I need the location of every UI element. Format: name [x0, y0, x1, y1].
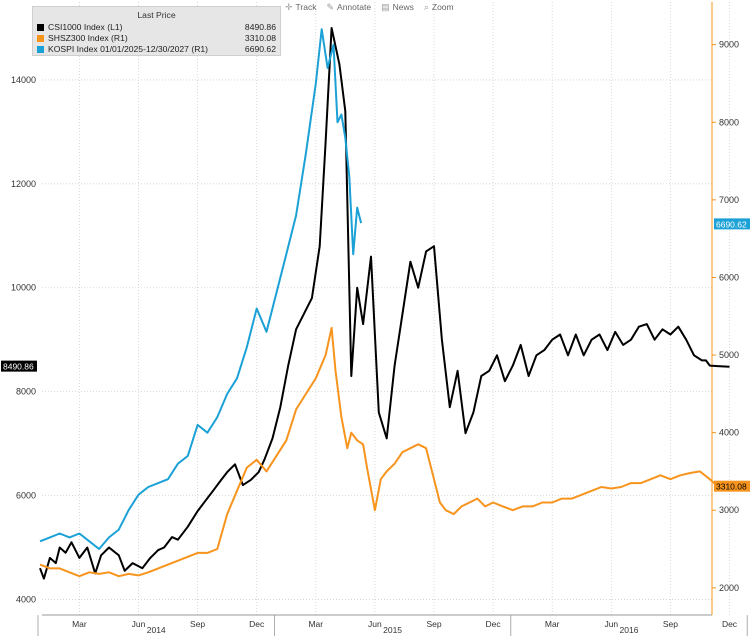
zoom-button[interactable]: ⌕ Zoom: [424, 2, 454, 13]
legend-swatch: [37, 34, 44, 42]
year-label: 2016: [620, 625, 639, 635]
x-tick-label: Jun: [132, 619, 146, 629]
legend-entry-shsz300[interactable]: SHSZ300 Index (R1) 3310.08: [37, 33, 276, 43]
legend-label: CSI1000 Index (L1): [48, 22, 123, 32]
x-tick-label: Mar: [72, 619, 87, 629]
right-tick-label: 8000: [719, 117, 739, 127]
track-label: Track: [295, 2, 317, 12]
last-value-tags: 8490.86 3310.08 6690.62: [1, 218, 750, 492]
legend-last-price: 8490.86: [244, 22, 276, 32]
x-tick-label: Dec: [486, 619, 502, 629]
grid-lines: [42, 2, 730, 615]
last-value-tag-kospi: 6690.62: [716, 219, 747, 229]
right-tick-label: 4000: [719, 428, 739, 438]
legend-last-price: 3310.08: [244, 33, 276, 43]
x-tick-label: Sep: [663, 619, 678, 629]
x-tick-label: Sep: [426, 619, 441, 629]
track-button[interactable]: ✛ Track: [285, 2, 316, 13]
right-tick-label: 7000: [719, 195, 739, 205]
annotate-button[interactable]: ✎ Annotate: [326, 2, 371, 13]
right-tick-label: 5000: [719, 350, 739, 360]
news-button[interactable]: ▤ News: [381, 2, 414, 13]
series-line-shsz300: [39, 326, 730, 578]
last-value-tag-csi1000: 8490.86: [3, 362, 34, 372]
news-icon: ▤: [381, 1, 390, 12]
series-line-csi1000: [39, 27, 730, 580]
crosshair-icon: ✛: [285, 1, 293, 12]
right-y-axis: 2000 3000 4000 5000 6000 7000 8000 9000: [711, 2, 739, 615]
last-value-tag-kospi-bg: [714, 218, 750, 230]
legend-entry-csi1000[interactable]: CSI1000 Index (L1) 8490.86: [37, 22, 276, 32]
series-lines: [39, 27, 730, 580]
legend-title: Last Price: [137, 10, 176, 20]
legend: Last Price CSI1000 Index (L1) 8490.86 SH…: [32, 6, 281, 56]
legend-label: SHSZ300 Index (R1): [48, 33, 128, 43]
pencil-icon: ✎: [326, 1, 335, 12]
left-tick-label: 6000: [16, 491, 36, 501]
legend-swatch: [37, 45, 44, 53]
chart-toolbar: ✛ Track ✎ Annotate ▤ News ⌕ Zoom: [285, 0, 454, 14]
right-tick-label: 6000: [719, 272, 739, 282]
x-tick-label: Mar: [308, 619, 323, 629]
x-tick-label: Mar: [545, 619, 560, 629]
right-tick-label: 3000: [719, 505, 739, 515]
last-value-tag-shsz300-bg: [714, 480, 750, 492]
series-line-kospi: [39, 28, 363, 550]
legend-entry-kospi[interactable]: KOSPI Index 01/01/2025-12/30/2027 (R1) 6…: [37, 44, 276, 54]
left-tick-label: 8000: [16, 387, 36, 397]
year-label: 2015: [383, 625, 402, 635]
annotate-label: Annotate: [337, 2, 372, 12]
x-tick-label: Dec: [722, 619, 738, 629]
x-tick-label: Sep: [190, 619, 205, 629]
year-label: 2014: [147, 625, 166, 635]
news-label: News: [392, 2, 414, 12]
last-value-tag-csi1000-bg: [1, 360, 37, 372]
left-y-axis: 4000 6000 8000 10000 12000 14000: [11, 75, 36, 604]
last-value-tag-shsz300: 3310.08: [716, 482, 747, 492]
left-tick-label: 14000: [11, 75, 36, 85]
magnifier-icon: ⌕: [423, 1, 429, 12]
legend-last-price: 6690.62: [244, 44, 276, 54]
legend-label: KOSPI Index 01/01/2025-12/30/2027 (R1): [48, 44, 209, 54]
x-tick-label: Dec: [249, 619, 265, 629]
x-tick-label: Jun: [368, 619, 382, 629]
left-tick-label: 12000: [11, 179, 36, 189]
zoom-label: Zoom: [431, 2, 454, 12]
legend-swatch: [37, 23, 44, 31]
left-tick-label: 10000: [11, 283, 36, 293]
x-axis: Mar Jun Sep Dec Mar Jun Sep Dec Mar Jun Sep Dec 2014…: [37, 614, 748, 636]
right-tick-label: 9000: [719, 40, 739, 50]
right-tick-label: 2000: [719, 583, 739, 593]
x-tick-label: Jun: [604, 619, 618, 629]
left-tick-label: 4000: [16, 594, 36, 604]
